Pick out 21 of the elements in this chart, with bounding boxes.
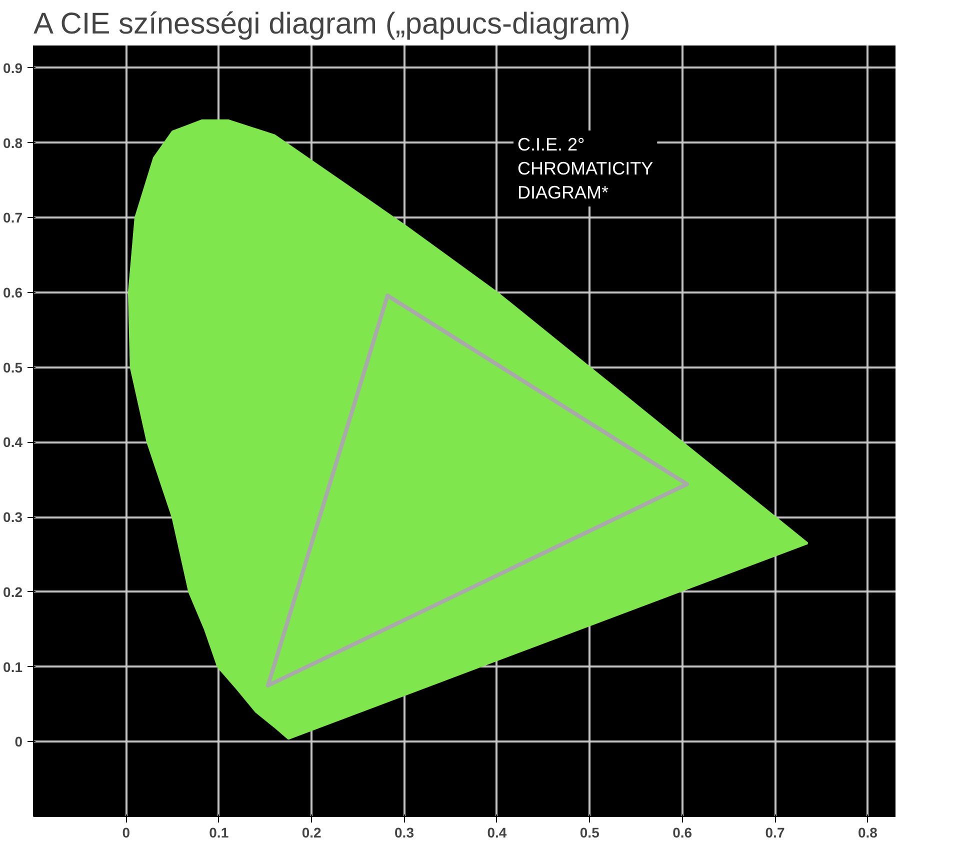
chart-title: A CIE színességi diagram („papucs-diagram) bbox=[34, 8, 630, 40]
y-tick-label: 0.4 bbox=[3, 434, 23, 450]
y-tick-label: 0.7 bbox=[3, 210, 23, 226]
x-tick-label: 0.4 bbox=[487, 824, 507, 840]
x-tick-label: 0.5 bbox=[580, 824, 600, 840]
x-tick-label: 0.2 bbox=[302, 824, 322, 840]
y-tick-label: 0 bbox=[14, 734, 23, 750]
y-tick-label: 0.5 bbox=[3, 359, 23, 376]
y-tick-label: 0.6 bbox=[3, 284, 23, 301]
x-tick-label: 0.6 bbox=[672, 824, 692, 840]
x-tick-label: 0.1 bbox=[209, 824, 229, 840]
x-tick-label: 0.8 bbox=[858, 824, 878, 840]
x-tick-label: 0.7 bbox=[765, 824, 785, 840]
y-tick-label: 0.1 bbox=[3, 658, 23, 675]
x-tick-label: 0.3 bbox=[394, 824, 414, 840]
annotation: C.I.E. 2° CHROMATICITY DIAGRAM* bbox=[518, 134, 654, 202]
y-tick-label: 0.2 bbox=[3, 584, 23, 600]
y-tick-label: 0.9 bbox=[3, 60, 23, 76]
y-tick-label: 0.3 bbox=[3, 509, 23, 526]
y-tick-label: 0.8 bbox=[3, 134, 23, 151]
x-tick-label: 0 bbox=[122, 824, 130, 840]
